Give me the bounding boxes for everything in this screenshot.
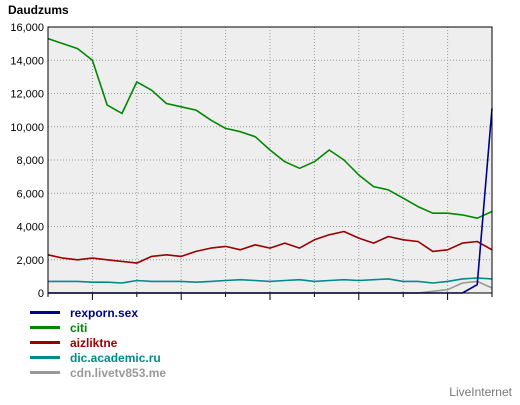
y-tick-label: 10,000 — [10, 122, 44, 134]
y-axis-label: Daudzums — [8, 3, 69, 17]
y-tick-label: 8,000 — [16, 155, 44, 167]
legend: rexporn.sex citi aizliktne dic.academic.… — [30, 305, 166, 380]
legend-swatch — [30, 341, 60, 344]
x-tick-label: 24. nov — [30, 299, 67, 300]
legend-item: rexporn.sex — [30, 305, 166, 320]
plot-border — [47, 26, 493, 294]
legend-swatch — [30, 326, 60, 329]
legend-label: citi — [70, 320, 88, 335]
line-chart: Daudzums 0 2,000 4,000 6,000 8,000 10,000 12,0… — [8, 3, 509, 300]
legend-item: dic.academic.ru — [30, 350, 166, 365]
y-tick-label: 2,000 — [16, 255, 44, 267]
x-tick-label: 16. feb — [209, 299, 243, 300]
series-line-aizliktne — [47, 230, 493, 264]
legend-label: aizliktne — [70, 335, 118, 350]
y-tick-labels: 0 2,000 4,000 6,000 8,000 10,000 12,000 14,000 1… — [10, 22, 44, 300]
y-tick-label: 0 — [38, 288, 44, 300]
legend-label: dic.academic.ru — [70, 350, 161, 365]
x-tick-label: 20. jūn — [475, 299, 508, 300]
y-tick-label: 12,000 — [10, 89, 44, 101]
y-tick-label: 6,000 — [16, 188, 44, 200]
legend-swatch — [30, 371, 60, 374]
legend-swatch — [30, 356, 60, 359]
x-tick-label: 5. janv — [121, 299, 154, 300]
y-tick-label: 14,000 — [10, 55, 44, 67]
legend-swatch — [30, 311, 60, 314]
legend-label: cdn.livetv853.me — [70, 365, 167, 380]
series-line-dic-academic-ru — [48, 277, 493, 284]
series-line-citi — [47, 37, 493, 219]
y-tick-label: 4,000 — [16, 222, 44, 234]
legend-item: cdn.livetv853.me — [30, 365, 166, 380]
legend-item: aizliktne — [30, 335, 166, 350]
x-tick-label: 11. maijs — [382, 299, 426, 300]
legend-label: rexporn.sex — [70, 305, 139, 320]
x-tick-labels: 24. nov15. dec5. janv26. janv16. feb9. m… — [30, 293, 509, 300]
x-tick-label: 30. mar — [296, 299, 334, 300]
gridlines — [48, 27, 492, 293]
legend-item: citi — [30, 320, 166, 335]
watermark: LiveInternet — [449, 385, 512, 399]
y-tick-label: 16,000 — [10, 22, 44, 34]
